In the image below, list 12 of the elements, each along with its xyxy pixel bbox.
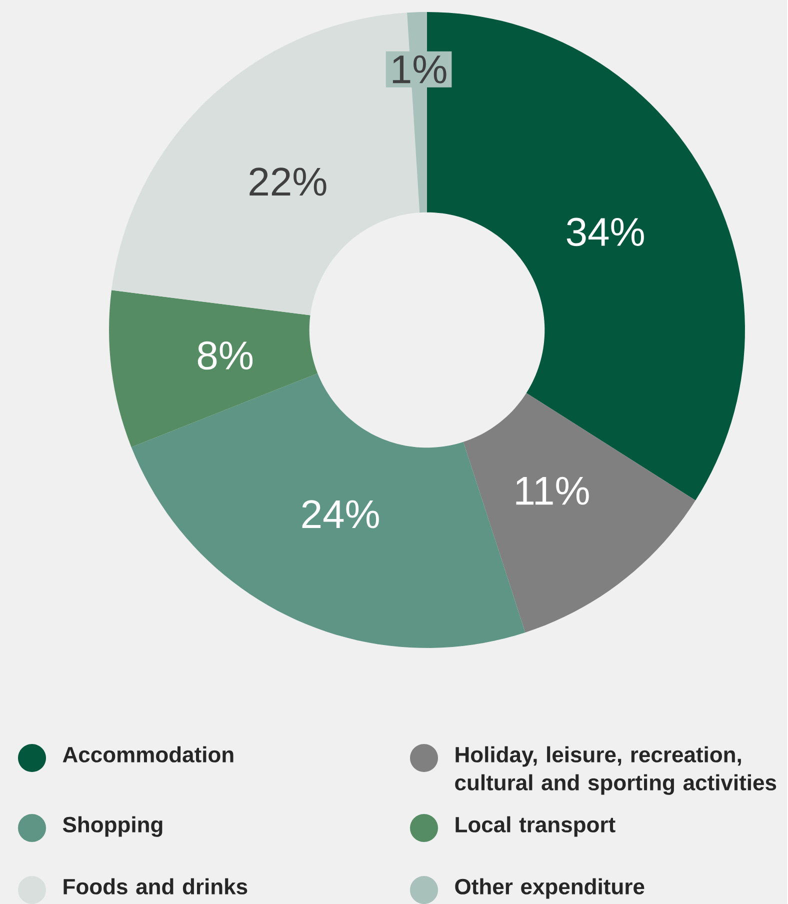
- data-label: 1%: [393, 55, 446, 84]
- legend-label: Accommodation: [63, 746, 234, 762]
- data-label: 22%: [250, 168, 326, 196]
- data-label: 24%: [302, 500, 380, 528]
- legend-label: Other expenditure: [455, 878, 644, 899]
- legend-label: Local transport: [456, 816, 616, 837]
- data-label: 11%: [516, 476, 590, 505]
- legend-label: Foods and drinks: [64, 878, 248, 894]
- data-label: 8%: [198, 341, 253, 370]
- legend-label: Shopping: [63, 816, 162, 837]
- legend-label: Holiday, leisure, recreation, cultural and sporting activities: [455, 746, 776, 795]
- data-label: 34%: [567, 218, 644, 246]
